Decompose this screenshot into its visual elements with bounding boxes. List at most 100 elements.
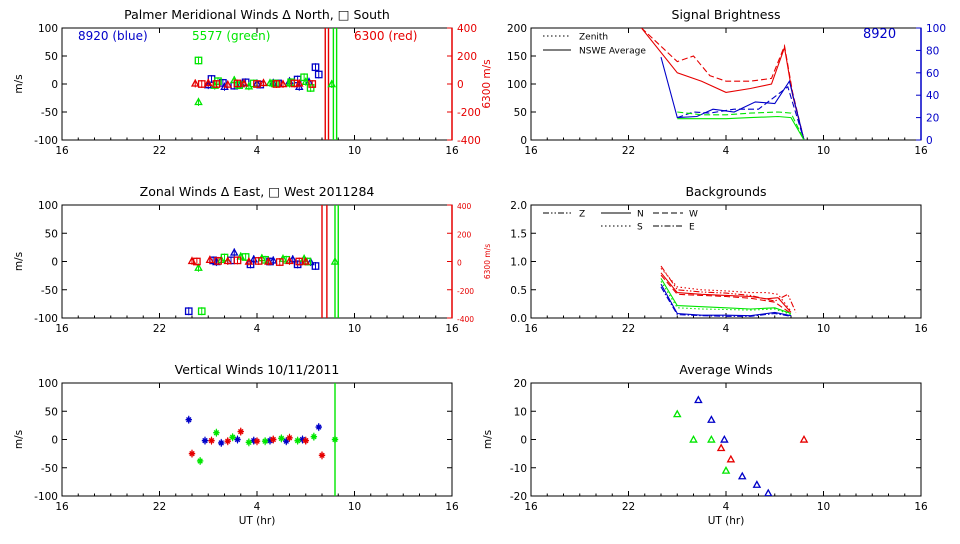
series-5577-nswe-average	[677, 115, 805, 140]
data-point	[311, 63, 320, 72]
y2-tick-label: 200	[457, 230, 472, 239]
x-tick-label: 22	[622, 145, 635, 157]
y-tick-label: 50	[45, 228, 58, 240]
panel-backgrounds: Backgrounds 16 22 4 10 16 2.0 1.5 1.0 0.5 0.0 Z N W S E	[510, 184, 928, 335]
panel-meridional: Palmer Meridional Winds Δ North, □ South…	[13, 7, 493, 157]
y2-tick-label: 80	[926, 45, 939, 57]
x-tick-label: 22	[622, 501, 635, 513]
y2-tick-label: -200	[457, 287, 474, 296]
data-point	[233, 256, 242, 265]
data-point	[261, 437, 269, 445]
data-point	[306, 84, 315, 92]
chart-title: Vertical Winds 10/11/2011	[175, 362, 340, 377]
y2-tick-label: 100	[926, 23, 946, 35]
data-point	[721, 466, 731, 474]
data-point	[237, 428, 244, 435]
legend-label: 6300 (red)	[354, 29, 417, 43]
data-point	[197, 307, 206, 316]
chart-title: Backgrounds	[685, 184, 766, 199]
legend-text: NSWE Average	[579, 47, 646, 57]
legend-text: Zenith	[579, 33, 608, 43]
data-point	[283, 437, 290, 445]
data-point	[314, 70, 323, 79]
data-point	[197, 80, 206, 88]
data-point	[799, 434, 809, 443]
data-point	[194, 56, 203, 65]
data-point	[315, 423, 322, 431]
y-tick-label: 50	[45, 406, 58, 418]
x-tick-label: 16	[524, 323, 538, 335]
x-tick-label: 16	[914, 501, 928, 513]
y-tick-label: 0.0	[510, 313, 527, 325]
data-point	[330, 256, 340, 265]
y-axis-label: m/s	[13, 252, 25, 271]
data-point	[764, 488, 773, 496]
data-point	[737, 471, 747, 480]
legend-text: Z	[579, 210, 585, 220]
data-point	[308, 80, 317, 88]
y-tick-label: 100	[38, 200, 58, 212]
x-tick-label: 16	[914, 323, 928, 335]
x-tick-label: 16	[445, 145, 459, 157]
series-line	[660, 283, 792, 317]
series-line	[660, 278, 792, 315]
y-tick-label: 0	[51, 79, 58, 91]
x-tick-label: 10	[348, 323, 361, 335]
y-tick-label: -100	[34, 135, 58, 147]
y-axis-label: m/s	[13, 430, 25, 449]
data-point	[278, 435, 285, 442]
y-tick-label: 1.0	[510, 257, 527, 269]
data-point	[208, 437, 215, 444]
series-5577-s	[660, 281, 792, 316]
data-point	[285, 256, 294, 265]
x-tick-label: 16	[524, 145, 538, 157]
x-tick-label: 4	[723, 145, 730, 157]
chart-title: Palmer Meridional Winds Δ North, □ South	[124, 7, 390, 22]
x-axis-label: UT (hr)	[239, 515, 276, 527]
data-point	[194, 263, 203, 271]
data-point	[212, 80, 221, 88]
series-8920	[185, 415, 322, 447]
data-point	[707, 434, 716, 443]
data-point	[327, 79, 337, 88]
data-point	[288, 254, 298, 263]
data-point	[196, 457, 204, 465]
x-axis-label: UT (hr)	[708, 515, 745, 527]
data-point	[229, 247, 239, 256]
data-point	[218, 439, 225, 447]
data-point	[266, 437, 274, 444]
data-point	[300, 73, 308, 82]
x-tick-label: 10	[817, 145, 830, 157]
series-line	[660, 56, 805, 140]
chart-title: Signal Brightness	[672, 7, 781, 22]
series-8920-nswe-average	[660, 56, 805, 140]
x-tick-label: 10	[348, 145, 361, 157]
panel-vertical: Vertical Winds 10/11/2011 16 22 4 10 16 100 50 0…	[13, 362, 459, 527]
data-point	[235, 81, 243, 89]
y-tick-label: 0.5	[510, 285, 527, 297]
y-tick-label: -50	[41, 285, 58, 297]
series-6300	[716, 434, 809, 463]
series-6300-west	[193, 256, 304, 267]
series-6300-s	[660, 267, 792, 312]
series-line	[677, 111, 805, 140]
x-tick-label: 10	[817, 501, 830, 513]
data-point	[707, 415, 716, 423]
data-point	[275, 258, 284, 266]
data-point	[331, 436, 339, 443]
data-point	[223, 256, 233, 265]
data-point	[234, 436, 241, 443]
y-axis-label: m/s	[482, 430, 494, 449]
series-line	[660, 272, 792, 313]
y2-axis-label: 6300 m/s	[481, 59, 493, 108]
series-line	[677, 85, 805, 140]
series-6300-w	[660, 274, 792, 314]
x-tick-label: 10	[348, 501, 361, 513]
series-6300-zenith	[641, 28, 805, 140]
y2-tick-label: -400	[457, 315, 474, 324]
y2-tick-label: 0	[457, 259, 462, 268]
y-tick-label: 200	[507, 23, 527, 35]
data-point	[244, 256, 254, 265]
legend-text: N	[637, 210, 644, 220]
data-point	[184, 307, 193, 316]
